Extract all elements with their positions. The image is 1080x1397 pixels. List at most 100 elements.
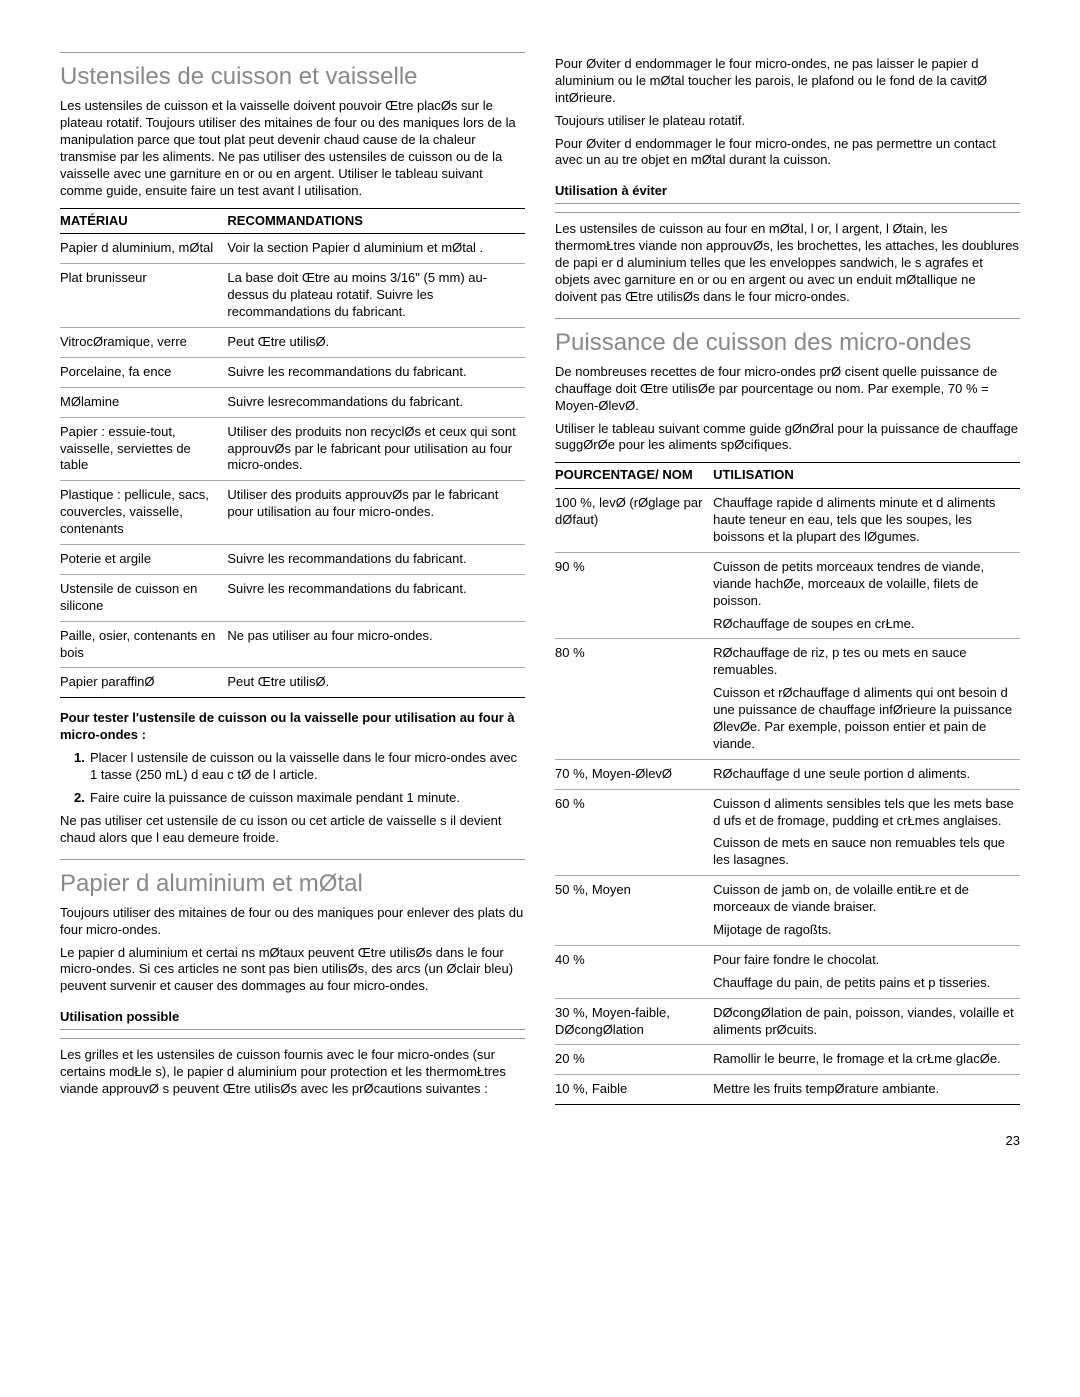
table-row: 80 %RØchauffage de riz, p tes ou mets en…: [555, 639, 1020, 759]
recommendation-cell: Ne pas utiliser au four micro-ondes.: [227, 621, 525, 668]
table-row: 20 %Ramollir le beurre, le fromage et la…: [555, 1045, 1020, 1075]
usage-text: Mettre les fruits tempØrature ambiante.: [713, 1081, 1014, 1098]
table-row: 30 %, Moyen-faible, DØcongØlationDØcongØ…: [555, 998, 1020, 1045]
percentage-cell: 50 %, Moyen: [555, 876, 713, 946]
section-title-foil: Papier d aluminium et mØtal: [60, 859, 525, 899]
test-note: Ne pas utiliser cet ustensile de cu isso…: [60, 813, 525, 847]
usage-cell: Pour faire fondre le chocolat. Chauffage …: [713, 945, 1020, 998]
table-row: Papier d aluminium, mØtalVoir la section…: [60, 234, 525, 264]
table-row: 90 %Cuisson de petits morceaux tendres d…: [555, 552, 1020, 639]
table-row: 40 %Pour faire fondre le chocolat. Chauff…: [555, 945, 1020, 998]
test-heading: Pour tester l'ustensile de cuisson ou la…: [60, 710, 525, 744]
usage-text: Cuisson de mets en sauce non remuables t…: [713, 835, 1014, 869]
materials-table: MATÉRIAU RECOMMANDATIONS Papier d alumin…: [60, 208, 525, 699]
usage-cell: Cuisson de jamb on, de volaille entiŁre …: [713, 876, 1020, 946]
recommendation-cell: Utiliser des produits non recyclØs et ce…: [227, 417, 525, 481]
percentage-cell: 90 %: [555, 552, 713, 639]
foil-right-2: Toujours utiliser le plateau rotatif.: [555, 113, 1020, 130]
ok-to-use-body: Les grilles et les ustensiles de cuisson…: [60, 1047, 525, 1098]
power-header-pct: POURCENTAGE/ NOM: [555, 463, 713, 489]
usage-cell: RØchauffage de riz, p tes ou mets en sau…: [713, 639, 1020, 759]
percentage-cell: 40 %: [555, 945, 713, 998]
power-intro1: De nombreuses recettes de four micro-ond…: [555, 364, 1020, 415]
power-table: POURCENTAGE/ NOM UTILISATION 100 %, levØ…: [555, 462, 1020, 1105]
table-row: Paille, osier, contenants en boisNe pas …: [60, 621, 525, 668]
table-row: 50 %, MoyenCuisson de jamb on, de volail…: [555, 876, 1020, 946]
power-intro2: Utiliser le tableau suivant comme guide …: [555, 421, 1020, 455]
avoid-body: Les ustensiles de cuisson au four en mØt…: [555, 221, 1020, 305]
recommendation-cell: Suivre les recommandations du fabricant.: [227, 545, 525, 575]
table-row: 100 %, levØ (rØglage par dØfaut)Chauffag…: [555, 489, 1020, 553]
foil-right-1: Pour Øviter d endommager le four micro-o…: [555, 56, 1020, 107]
test-steps: 1. Placer l ustensile de cuisson ou la v…: [60, 750, 525, 807]
material-cell: Plat brunisseur: [60, 264, 227, 328]
percentage-cell: 10 %, Faible: [555, 1075, 713, 1105]
table-row: Papier : essuie-tout, vaisselle, serviet…: [60, 417, 525, 481]
recommendation-cell: Suivre les recommandations du fabricant.: [227, 357, 525, 387]
page-number: 23: [60, 1133, 1020, 1150]
usage-text: Chauffage du pain, de petits pains et p …: [713, 975, 1014, 992]
usage-text: Pour faire fondre le chocolat.: [713, 952, 1014, 969]
section-title-ustensiles: Ustensiles de cuisson et vaisselle: [60, 52, 525, 92]
percentage-cell: 60 %: [555, 789, 713, 876]
table-row: Papier paraffinØPeut Œtre utilisØ.: [60, 668, 525, 698]
power-header-use: UTILISATION: [713, 463, 1020, 489]
table-row: Plastique : pellicule, sacs, couvercles,…: [60, 481, 525, 545]
usage-text: RØchauffage de soupes en crŁme.: [713, 616, 1014, 633]
usage-text: Cuisson et rØchauffage d aliments qui on…: [713, 685, 1014, 753]
usage-text: Chauffage rapide d aliments minute et d …: [713, 495, 1014, 546]
left-column: Ustensiles de cuisson et vaisselle Les u…: [60, 40, 525, 1113]
table-row: 60 %Cuisson d aliments sensibles tels qu…: [555, 789, 1020, 876]
table-row: Porcelaine, fa enceSuivre les recommanda…: [60, 357, 525, 387]
usage-text: Cuisson de jamb on, de volaille entiŁre …: [713, 882, 1014, 916]
foil-right-3: Pour Øviter d endommager le four micro-o…: [555, 136, 1020, 170]
percentage-cell: 80 %: [555, 639, 713, 759]
table-row: VitrocØramique, verrePeut Œtre utilisØ.: [60, 327, 525, 357]
section-title-power: Puissance de cuisson des micro-ondes: [555, 318, 1020, 358]
materials-header-reco: RECOMMANDATIONS: [227, 208, 525, 234]
foil-p2: Le papier d aluminium et certai ns mØtau…: [60, 945, 525, 996]
table-row: 10 %, FaibleMettre les fruits tempØratur…: [555, 1075, 1020, 1105]
section1-intro: Les ustensiles de cuisson et la vaissell…: [60, 98, 525, 199]
usage-text: RØchauffage de riz, p tes ou mets en sau…: [713, 645, 1014, 679]
material-cell: Ustensile de cuisson en silicone: [60, 574, 227, 621]
usage-text: DØcongØlation de pain, poisson, viandes,…: [713, 1005, 1014, 1039]
usage-cell: Chauffage rapide d aliments minute et d …: [713, 489, 1020, 553]
usage-cell: RØchauffage d une seule portion d alimen…: [713, 759, 1020, 789]
recommendation-cell: Utiliser des produits approuvØs par le f…: [227, 481, 525, 545]
recommendation-cell: Suivre lesrecommandations du fabricant.: [227, 387, 525, 417]
percentage-cell: 70 %, Moyen-ØlevØ: [555, 759, 713, 789]
avoid-heading: Utilisation à éviter: [555, 183, 1020, 204]
test-step-1: Placer l ustensile de cuisson ou la vais…: [90, 750, 517, 782]
table-row: Ustensile de cuisson en siliconeSuivre l…: [60, 574, 525, 621]
table-row: Plat brunisseurLa base doit Œtre au moin…: [60, 264, 525, 328]
material-cell: Paille, osier, contenants en bois: [60, 621, 227, 668]
usage-cell: Cuisson de petits morceaux tendres de vi…: [713, 552, 1020, 639]
recommendation-cell: Suivre les recommandations du fabricant.: [227, 574, 525, 621]
usage-text: RØchauffage d une seule portion d alimen…: [713, 766, 1014, 783]
usage-cell: Mettre les fruits tempØrature ambiante.: [713, 1075, 1020, 1105]
usage-text: Cuisson de petits morceaux tendres de vi…: [713, 559, 1014, 610]
recommendation-cell: La base doit Œtre au moins 3/16" (5 mm) …: [227, 264, 525, 328]
recommendation-cell: Voir la section Papier d aluminium et mØ…: [227, 234, 525, 264]
material-cell: Poterie et argile: [60, 545, 227, 575]
material-cell: Porcelaine, fa ence: [60, 357, 227, 387]
material-cell: Papier : essuie-tout, vaisselle, serviet…: [60, 417, 227, 481]
foil-p1: Toujours utiliser des mitaines de four o…: [60, 905, 525, 939]
table-row: MØlamineSuivre lesrecommandations du fab…: [60, 387, 525, 417]
right-column: Pour Øviter d endommager le four micro-o…: [555, 40, 1020, 1113]
percentage-cell: 30 %, Moyen-faible, DØcongØlation: [555, 998, 713, 1045]
material-cell: Papier d aluminium, mØtal: [60, 234, 227, 264]
test-step-2: Faire cuire la puissance de cuisson maxi…: [90, 790, 460, 805]
ok-to-use-heading: Utilisation possible: [60, 1009, 525, 1030]
usage-cell: Ramollir le beurre, le fromage et la crŁ…: [713, 1045, 1020, 1075]
materials-header-material: MATÉRIAU: [60, 208, 227, 234]
recommendation-cell: Peut Œtre utilisØ.: [227, 327, 525, 357]
table-row: Poterie et argileSuivre les recommandati…: [60, 545, 525, 575]
usage-cell: Cuisson d aliments sensibles tels que le…: [713, 789, 1020, 876]
usage-cell: DØcongØlation de pain, poisson, viandes,…: [713, 998, 1020, 1045]
material-cell: MØlamine: [60, 387, 227, 417]
recommendation-cell: Peut Œtre utilisØ.: [227, 668, 525, 698]
material-cell: VitrocØramique, verre: [60, 327, 227, 357]
material-cell: Papier paraffinØ: [60, 668, 227, 698]
